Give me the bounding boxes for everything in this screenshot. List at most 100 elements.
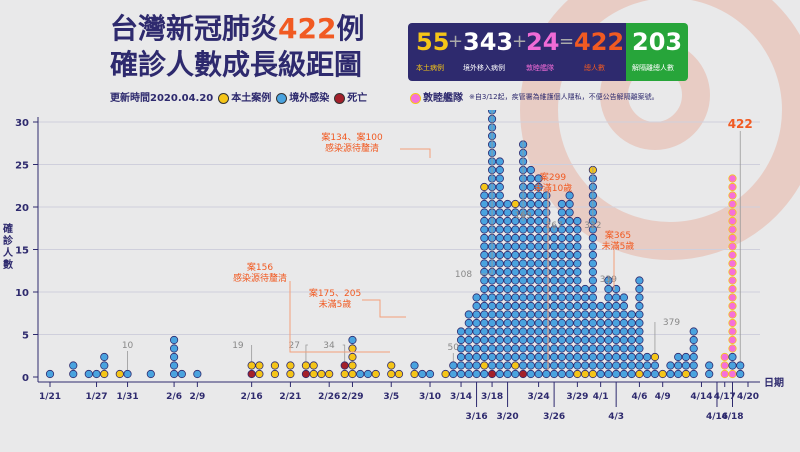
y-tick-label: 15	[15, 246, 29, 257]
imported-case-dot	[542, 199, 551, 209]
imported-case-dot	[495, 310, 504, 319]
y-tick-label: 0	[22, 373, 29, 384]
imported-case-dot	[518, 344, 528, 353]
imported-case-dot	[557, 335, 566, 345]
navy-case-dot	[728, 276, 737, 285]
imported-case-dot	[472, 335, 481, 345]
imported-case-dot	[456, 361, 466, 370]
imported-case-dot	[495, 293, 504, 302]
imported-case-dot	[526, 310, 535, 319]
imported-case-dot	[472, 361, 481, 370]
imported-case-dot	[503, 199, 512, 209]
x-tick-label: 4/20	[737, 392, 759, 402]
local-case-dot	[309, 369, 318, 379]
legend-navy-label: 敦睦艦隊	[423, 93, 463, 104]
imported-case-dot	[542, 318, 551, 328]
imported-case-dot	[425, 369, 435, 379]
imported-case-dot	[542, 310, 551, 319]
cumulative-annotation: 169	[514, 211, 531, 221]
title-suffix: 例	[336, 12, 365, 45]
imported-case-dot	[487, 284, 497, 294]
imported-case-dot	[542, 369, 551, 379]
imported-case-dot	[503, 335, 512, 345]
x-tick-label: 2/21	[279, 392, 301, 402]
imported-case-dot	[550, 301, 559, 311]
annotations: 10 19 27 34 50 108 169 267 322 339 379 422 案134、案100…	[122, 110, 753, 370]
local-case-dot	[394, 369, 404, 379]
imported-case-dot	[464, 318, 473, 328]
x-tick-label: 3/18	[481, 392, 503, 402]
imported-case-dot	[635, 352, 644, 362]
imported-case-dot	[518, 233, 528, 243]
imported-case-dot	[464, 369, 473, 379]
annotation-leader	[305, 344, 308, 362]
cumulative-annotation: 267	[546, 221, 563, 231]
imported-case-dot	[573, 327, 582, 336]
imported-case-dot	[480, 327, 489, 336]
imported-case-dot	[356, 369, 365, 379]
imported-case-dot	[596, 361, 605, 370]
imported-case-dot	[169, 335, 179, 345]
imported-case-dot	[518, 259, 528, 268]
imported-case-dot	[456, 327, 466, 336]
imported-case-dot	[612, 318, 621, 328]
navy-case-dot	[728, 199, 737, 209]
navy-case-dot	[728, 293, 737, 302]
imported-case-dot	[619, 344, 629, 353]
imported-case-dot	[681, 361, 691, 370]
imported-case-dot	[650, 361, 660, 370]
imported-case-dot	[604, 327, 613, 336]
imported-case-dot	[604, 361, 613, 370]
imported-case-dot	[596, 335, 605, 345]
callout-line2: 未滿5歲	[319, 298, 352, 310]
chart-title-line2: 確診人數成長級距圖	[110, 48, 363, 81]
imported-case-dot	[619, 301, 629, 311]
imported-case-dot	[557, 199, 566, 209]
imported-case-dot	[480, 191, 489, 200]
callout-line2: 未滿10歲	[534, 182, 572, 194]
imported-case-dot	[511, 259, 520, 268]
update-time: 更新時間2020.04.20	[110, 93, 214, 104]
legend-local-label: 本土案例	[231, 93, 272, 104]
imported-case-dot	[542, 293, 551, 302]
death-dot	[247, 369, 256, 379]
x-tick-label: 1/21	[39, 392, 61, 402]
local-case-dot	[100, 369, 109, 379]
imported-case-dot	[557, 208, 566, 217]
local-case-dot	[348, 352, 357, 362]
local-case-dot	[270, 361, 280, 370]
imported-case-dot	[619, 327, 629, 336]
y-tick-label: 20	[15, 203, 29, 214]
imported-case-dot	[565, 327, 574, 336]
cumulative-annotation: 108	[455, 270, 472, 280]
imported-case-dot	[480, 233, 489, 243]
imported-case-dot	[526, 233, 535, 243]
imported-case-dot	[518, 361, 528, 370]
x-tick-label: 3/16	[466, 412, 488, 422]
imported-case-dot	[480, 293, 489, 302]
imported-case-dot	[495, 267, 504, 277]
navy-case-dot	[720, 369, 729, 379]
local-case-dot	[441, 369, 450, 379]
imported-case-dot	[495, 335, 504, 345]
x-tick-label: 2/9	[189, 392, 205, 402]
death-dot	[340, 361, 349, 370]
navy-case-dot	[728, 242, 737, 251]
navy-case-dot	[728, 225, 737, 234]
imported-case-dot	[518, 225, 528, 234]
imported-case-dot	[480, 301, 489, 311]
callout-line2: 感染源待釐清	[325, 142, 379, 154]
navy-case-dot	[728, 182, 737, 192]
imported-case-dot	[557, 276, 566, 285]
navy-case-dot	[728, 344, 737, 353]
imported-case-dot	[596, 344, 605, 353]
imported-case-dot	[650, 369, 660, 379]
navy-case-dot	[728, 216, 737, 226]
imported-case-dot	[511, 301, 520, 311]
imported-case-dot	[542, 267, 551, 277]
imported-case-dot	[518, 318, 528, 328]
imported-case-dot	[526, 352, 535, 362]
imported-case-dot	[588, 335, 597, 345]
imported-case-dot	[542, 276, 551, 285]
imported-case-dot	[69, 361, 78, 370]
